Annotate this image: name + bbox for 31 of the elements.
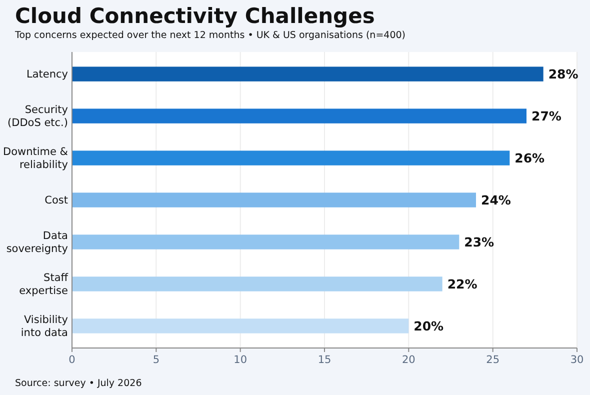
y-tick-label: Cost [44,194,68,207]
x-tick-label: 15 [318,354,332,366]
bar [72,108,526,124]
data-label: 26% [514,150,546,166]
data-label: 23% [464,234,495,250]
bar [72,318,409,334]
data-label: 27% [532,108,562,124]
x-tick-label: 5 [152,354,160,366]
y-tick-label: Latency [26,68,68,81]
x-tick-label: 10 [234,354,248,366]
bar [72,234,460,250]
bar [72,276,442,292]
x-tick-label: 25 [486,354,500,366]
bar [72,192,476,208]
y-tick-label: Downtime & reliability [3,146,68,172]
data-label: 24% [481,192,512,208]
x-tick-label: 30 [570,354,584,366]
y-tick-label: Security (DDoS etc.) [8,104,68,130]
chart-subtitle: Top concerns expected over the next 12 months • UK & US organisations (n=400) [14,30,406,41]
data-label: 28% [548,66,579,82]
bar [72,66,544,82]
data-label: 22% [447,276,478,292]
y-tick-label: Staff expertise [19,272,69,298]
data-label: 20% [414,318,444,334]
x-tick-label: 0 [68,354,76,366]
source-note: Source: survey • July 2026 [15,378,142,389]
y-tick-label: Data sovereignty [6,230,68,256]
x-tick-label: 20 [402,354,416,366]
bar [72,150,510,166]
chart-title: Cloud Connectivity Challenges [15,4,375,28]
y-tick-label: Visibility into data [20,314,68,340]
